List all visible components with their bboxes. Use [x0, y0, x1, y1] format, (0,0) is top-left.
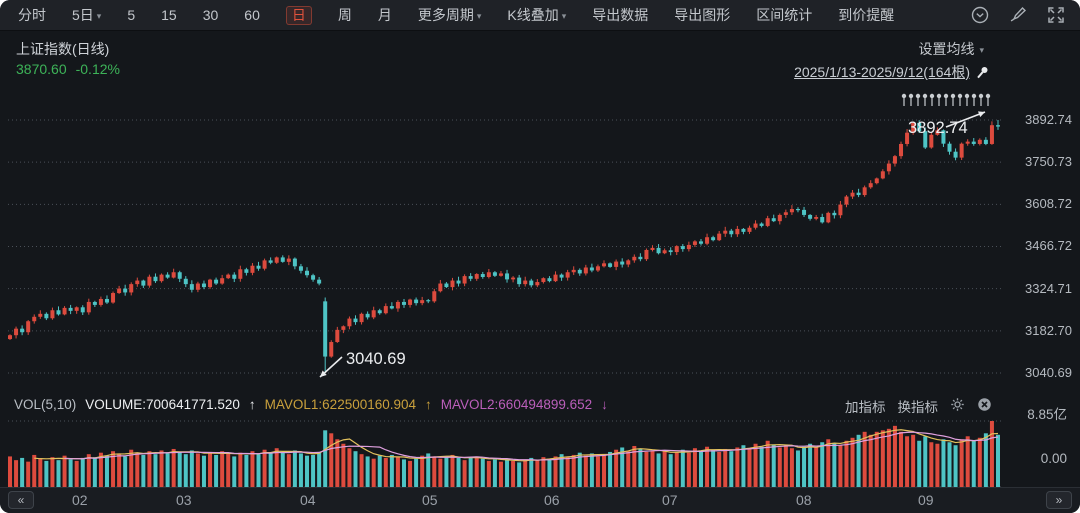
toolbar-tab-5min[interactable]: 5: [127, 7, 136, 23]
indicator-settings-button[interactable]: [950, 397, 965, 415]
toolbar-tab-weekly[interactable]: 周: [337, 7, 352, 23]
price-line: 3870.60 -0.12%: [16, 61, 120, 77]
ma-settings-label: 设置均线: [918, 41, 975, 57]
x-axis-label: 04: [300, 492, 316, 508]
x-axis-label: 09: [918, 492, 934, 508]
kline-chart-area[interactable]: [0, 85, 1003, 392]
last-price: 3870.60: [16, 61, 67, 77]
fullscreen-button[interactable]: [1046, 5, 1066, 25]
volume-value: VOLUME:700641771.520: [85, 397, 240, 412]
chevron-down-icon: ▾: [476, 11, 482, 21]
collapse-toolbar-button[interactable]: [970, 5, 990, 25]
toolbar-export-data-button[interactable]: 导出数据: [592, 7, 649, 23]
x-axis-label: 05: [422, 492, 438, 508]
x-axis-label: 06: [544, 492, 560, 508]
price-axis-label: 3892.74: [1025, 112, 1072, 127]
ma-settings-dropdown[interactable]: 设置均线 ▾: [918, 39, 984, 59]
date-range-label: 2025/1/13-2025/9/12(164根): [794, 64, 970, 80]
close-circle-icon: [978, 398, 991, 411]
volume-chart-area[interactable]: [0, 418, 1003, 487]
period-toolbar: 分时 5日 ▾ 5 15 30 60 日 周 月 更多周期 ▾ K线叠加 ▾ 导出数据 导出图形 区间统计 到价提…: [0, 0, 1080, 31]
volume-indicator-header: VOL(5,10) VOLUME:700641771.520 ↑ MAVOL1:…: [14, 397, 608, 412]
toolbar-tab-30min[interactable]: 30: [202, 7, 219, 23]
mavol2-down-arrow-icon: ↓: [601, 397, 608, 412]
toolbar-tab-60min[interactable]: 60: [244, 7, 260, 23]
x-axis-label: 03: [176, 492, 192, 508]
mavol1-value: MAVOL1:622500160.904: [264, 397, 417, 412]
date-range-control[interactable]: 2025/1/13-2025/9/12(164根): [794, 62, 990, 82]
instrument-title: 上证指数(日线): [16, 41, 110, 57]
volume-up-arrow-icon: ↑: [248, 397, 256, 412]
price-axis-label: 3466.72: [1025, 238, 1072, 254]
toolbar-tab-daily[interactable]: 日: [285, 5, 312, 25]
x-axis-label: 02: [72, 492, 88, 508]
toolbar-export-image-button[interactable]: 导出图形: [674, 7, 731, 23]
draw-tools-button[interactable]: [1008, 5, 1028, 25]
time-axis-bar: « 02 03 04 05 06 07 08 09 »: [0, 487, 1080, 513]
toolbar-tab-15min[interactable]: 15: [161, 7, 177, 23]
price-axis-label: 3750.73: [1025, 154, 1072, 170]
mavol1-up-arrow-icon: ↑: [425, 397, 432, 412]
scroll-right-button[interactable]: »: [1046, 491, 1072, 509]
toolbar-more-periods-dropdown[interactable]: 更多周期 ▾: [418, 5, 482, 25]
period-tabs: 分时 5日 ▾ 5 15 30 60 日 周 月 更多周期 ▾ K线叠加 ▾ 导出数据 导出图形 区间统计 到价提…: [18, 5, 894, 25]
price-axis-label: 3182.70: [1025, 322, 1072, 338]
price-axis-label: 3324.71: [1025, 280, 1072, 296]
expand-icon: [1048, 7, 1064, 23]
toolbar-tab-5day[interactable]: 5日 ▾: [72, 5, 101, 25]
toolbar-kline-overlay-dropdown[interactable]: K线叠加 ▾: [507, 5, 566, 25]
price-axis-label: 3608.72: [1025, 196, 1072, 212]
toolbar-tab-fenshi[interactable]: 分时: [18, 7, 46, 23]
mavol2-value: MAVOL2:660494899.652: [440, 397, 593, 412]
switch-indicator-button[interactable]: 换指标: [897, 400, 939, 415]
toolbar-range-stats-button[interactable]: 区间统计: [756, 7, 813, 23]
chevron-down-icon: ▾: [979, 44, 984, 55]
toolbar-tab-monthly[interactable]: 月: [377, 7, 392, 23]
brush-icon: [1010, 6, 1027, 22]
change-percent: -0.12%: [75, 61, 120, 77]
x-axis-label: 07: [662, 492, 678, 508]
toolbar-price-alert-button[interactable]: 到价提醒: [838, 7, 895, 23]
vol-indicator-label[interactable]: VOL(5,10): [14, 397, 77, 412]
gear-icon: [951, 398, 964, 411]
chevron-down-icon: ▾: [561, 11, 567, 21]
scroll-left-button[interactable]: «: [8, 491, 34, 509]
toolbar-right-icons: [970, 5, 1066, 25]
x-axis-label: 08: [796, 492, 812, 508]
price-axis-label: 3040.69: [1025, 365, 1072, 380]
indicator-controls: 加指标 换指标: [845, 396, 992, 416]
volume-axis-min: 0.00: [1040, 451, 1067, 466]
chevron-circle-icon: [971, 6, 989, 24]
add-indicator-button[interactable]: 加指标: [845, 400, 886, 415]
close-indicator-button[interactable]: [977, 397, 992, 415]
volume-axis-max: 8.85亿: [1027, 407, 1067, 422]
pin-icon: [977, 66, 988, 78]
chevron-down-icon: ▾: [96, 11, 102, 21]
